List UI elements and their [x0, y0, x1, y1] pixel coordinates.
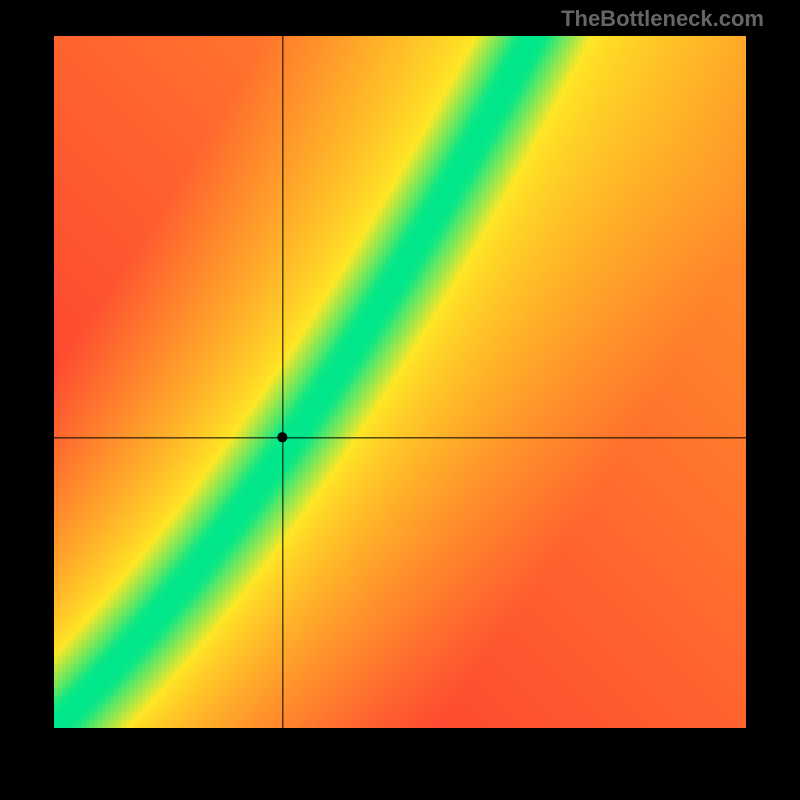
figure-container: TheBottleneck.com [0, 0, 800, 800]
watermark-text: TheBottleneck.com [561, 6, 764, 32]
bottleneck-heatmap [54, 36, 746, 728]
